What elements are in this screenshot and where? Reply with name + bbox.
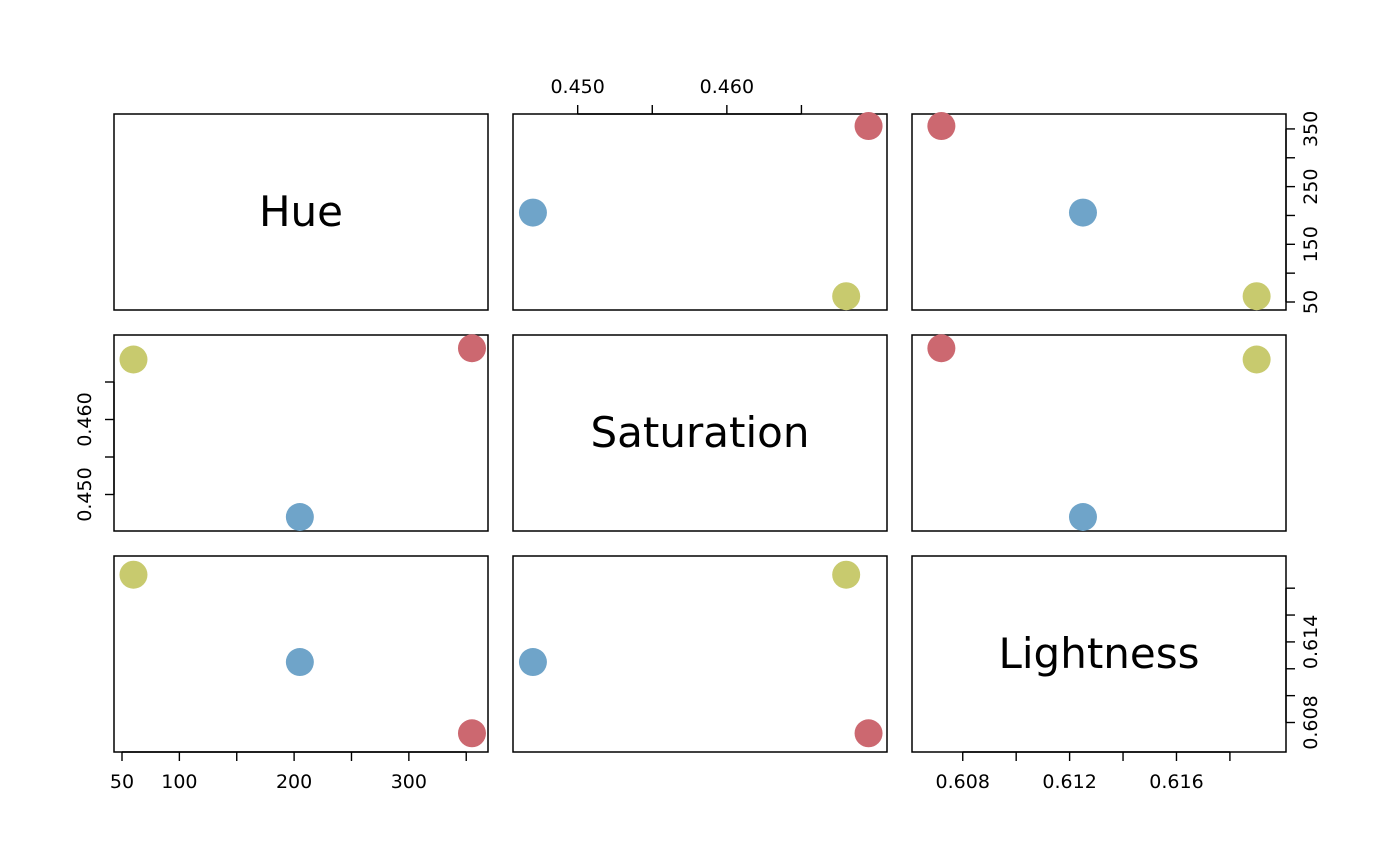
tick-label-right-lightness-0: 0.608 [1300, 695, 1322, 749]
tick-label-left-saturation-0: 0.450 [74, 467, 96, 521]
panel-frame-hue-saturation [512, 113, 888, 311]
point-hue-vs-lightness-2 [927, 112, 956, 141]
tick-label-top-saturation-2: 0.460 [700, 76, 754, 98]
panel-frame-hue-hue [113, 113, 489, 311]
point-hue-vs-lightness-0 [1068, 198, 1097, 227]
tick-label-bottom-hue-1: 100 [161, 771, 197, 793]
tick-label-right-hue-6: 350 [1300, 111, 1322, 147]
point-lightness-vs-hue-0 [285, 648, 314, 677]
tick-label-bottom-lightness-0: 0.608 [936, 771, 990, 793]
point-lightness-vs-hue-2 [457, 719, 486, 748]
diagonal-label-hue: Hue [259, 187, 343, 236]
point-hue-vs-lightness-1 [1242, 282, 1271, 311]
point-lightness-vs-saturation-2 [854, 719, 883, 748]
diagonal-label-lightness: Lightness [998, 629, 1199, 678]
diagonal-label-saturation: Saturation [591, 408, 810, 457]
tick-label-right-lightness-3: 0.614 [1300, 615, 1322, 669]
point-saturation-vs-hue-0 [285, 503, 314, 531]
point-saturation-vs-lightness-1 [1242, 345, 1271, 374]
tick-label-bottom-lightness-2: 0.612 [1042, 771, 1096, 793]
point-lightness-vs-saturation-0 [518, 648, 547, 677]
point-saturation-vs-lightness-2 [927, 334, 956, 363]
point-hue-vs-saturation-0 [518, 198, 547, 227]
panel-frame-saturation-lightness [911, 334, 1287, 532]
point-saturation-vs-hue-2 [457, 334, 486, 363]
point-hue-vs-saturation-2 [854, 112, 883, 141]
tick-label-left-saturation-2: 0.460 [74, 392, 96, 446]
point-lightness-vs-saturation-1 [832, 560, 861, 589]
tick-label-bottom-hue-3: 200 [276, 771, 312, 793]
tick-label-top-saturation-0: 0.450 [550, 76, 604, 98]
panel-frame-lightness-saturation [512, 555, 888, 753]
tick-label-bottom-hue-0: 50 [110, 771, 134, 793]
point-saturation-vs-hue-1 [119, 345, 148, 374]
panel-frame-saturation-hue [113, 334, 489, 532]
tick-label-right-hue-4: 250 [1300, 168, 1322, 204]
point-lightness-vs-hue-1 [119, 560, 148, 589]
panel-frame-saturation-saturation [512, 334, 888, 532]
point-hue-vs-saturation-1 [832, 282, 861, 311]
tick-label-bottom-hue-5: 300 [391, 771, 427, 793]
tick-label-right-hue-2: 150 [1300, 226, 1322, 262]
panel-frame-hue-lightness [911, 113, 1287, 311]
tick-label-right-hue-0: 50 [1300, 290, 1322, 314]
tick-label-bottom-lightness-4: 0.616 [1149, 771, 1203, 793]
point-saturation-vs-lightness-0 [1068, 503, 1097, 531]
